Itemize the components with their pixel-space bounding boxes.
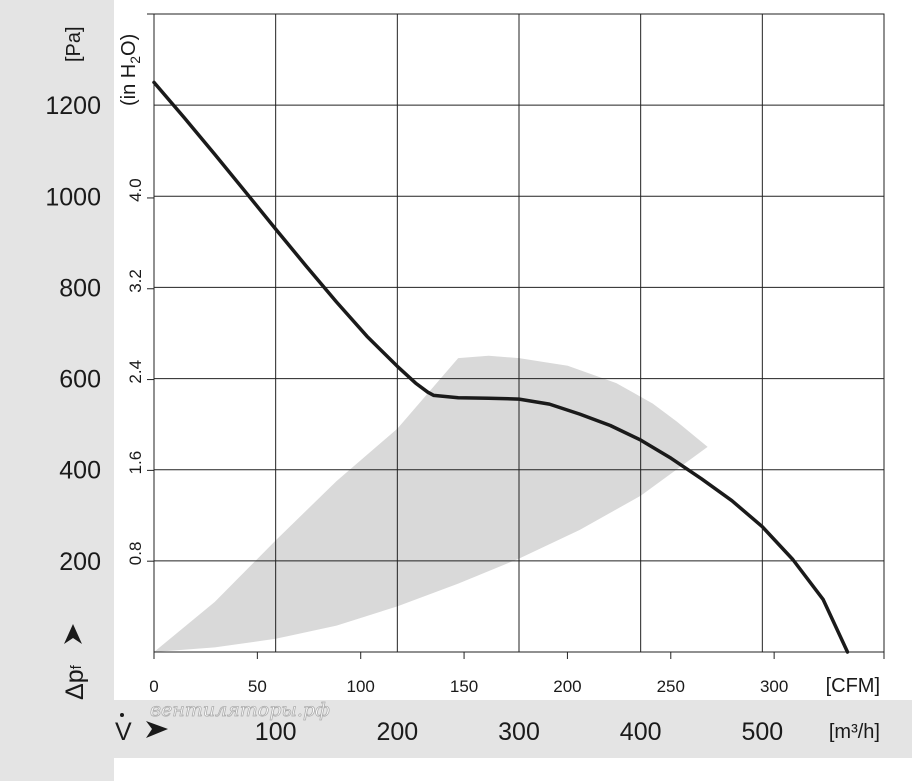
y-axis-symbol-text: Δpf: [61, 664, 89, 700]
labels-layer: 200 400 600 800 1000 1200 0.8 1.6 2.4 3.2 4.0 0 50 10…: [45, 92, 788, 746]
x-tick-label-cfm: 300: [760, 677, 788, 696]
x-tick-label-cfm: 0: [149, 677, 158, 696]
curve-layer: [152, 80, 850, 654]
y-tick-label-pa: 600: [59, 366, 101, 394]
watermark: вентиляторы.рф: [150, 699, 330, 721]
x-unit-cfm-label: [CFM]: [826, 675, 880, 697]
y-tick-label-inh2o: 4.0: [126, 178, 145, 202]
y-tick-label-pa: 1000: [45, 183, 101, 211]
x-axis-symbol: V: [115, 713, 168, 746]
x-axis-symbol-dot: [120, 713, 124, 717]
y-tick-label-inh2o: 0.8: [126, 542, 145, 566]
x-unit-m3h-label: [m³/h]: [829, 721, 880, 743]
left-axis-band: [0, 0, 114, 781]
y-tick-label-pa: 800: [59, 274, 101, 302]
x-tick-label-m3h: 200: [376, 718, 418, 746]
x-tick-label-m3h: 300: [498, 718, 540, 746]
operating-range-layer: [154, 355, 708, 652]
y-axis-symbol: Δpf: [61, 624, 89, 700]
x-tick-label-cfm: 100: [347, 677, 375, 696]
y-axis-arrow-icon: [64, 624, 82, 644]
y-tick-label-inh2o: 2.4: [126, 360, 145, 384]
x-tick-label-m3h: 100: [255, 718, 297, 746]
y-unit-pa-label: [Pa]: [63, 26, 85, 62]
y-tick-label-inh2o: 1.6: [126, 451, 145, 475]
x-tick-label-cfm: 50: [248, 677, 267, 696]
x-tick-label-m3h: 500: [741, 718, 783, 746]
operating-range-area: [154, 355, 708, 652]
x-axis-arrow-icon: [146, 721, 168, 738]
performance-curve: [152, 80, 850, 654]
y-tick-label-pa: 400: [59, 457, 101, 485]
y-unit-inh2o-label: (in H2O): [118, 34, 143, 106]
x-tick-label-cfm: 200: [553, 677, 581, 696]
y-tick-label-pa: 200: [59, 548, 101, 576]
x-tick-label-cfm: 250: [657, 677, 685, 696]
bottom-axis-band: [114, 700, 912, 758]
y-tick-label-inh2o: 3.2: [126, 269, 145, 293]
x-axis-symbol-text: V: [115, 718, 132, 746]
x-tick-label-cfm: 150: [450, 677, 478, 696]
grid-layer: [147, 13, 885, 659]
x-tick-label-m3h: 400: [620, 718, 662, 746]
y-tick-label-pa: 1200: [45, 92, 101, 120]
